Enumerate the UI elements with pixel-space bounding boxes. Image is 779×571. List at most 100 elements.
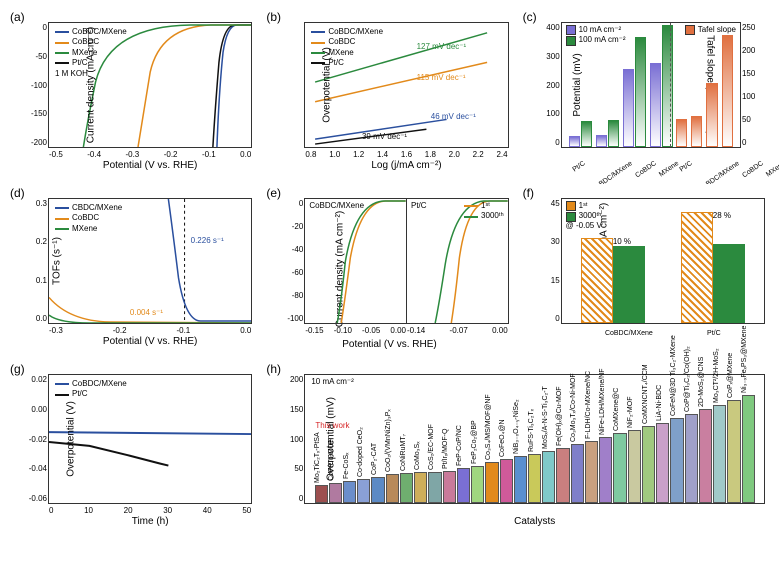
- catalyst-bar: CoS₂/EC-MOF: [428, 472, 441, 503]
- catalyst-bar: CoP@Ti₃C₂/Co(OH)₂: [685, 414, 698, 503]
- bar: [742, 395, 755, 503]
- catalyst-label: CoP/Co-MOF: [328, 438, 335, 480]
- bar: [386, 474, 399, 503]
- g-xticks: 01020304050: [49, 506, 251, 515]
- annotation: 39 mV dec⁻¹: [362, 132, 407, 141]
- e-svg-l: [305, 199, 406, 323]
- catalyst-bar: CoFeN@3D Ti₃C₂-MXene: [670, 418, 683, 503]
- panel-g-label: (g): [10, 362, 25, 376]
- bar-group: [650, 25, 673, 147]
- catalyst-bar: NiB₃₋ₓO₄₋ᵧ-NiSe₂: [514, 456, 527, 503]
- legend-row: CoBDC/MXene: [55, 379, 127, 389]
- tick: -0.2: [164, 150, 178, 159]
- bar: [542, 451, 555, 503]
- bar: [443, 471, 456, 503]
- legend-swatch-icon: [55, 62, 69, 64]
- plot-d: TOFs (s⁻¹) Potential (V vs. RHE) 0.30.20…: [48, 198, 252, 324]
- e-left-title: CoBDC/MXene: [309, 201, 364, 210]
- bar: [685, 414, 698, 503]
- tick: 30: [551, 237, 560, 246]
- tick: -0.10: [334, 326, 352, 335]
- catalyst-bar: CoMo₃Sₓ: [414, 472, 427, 503]
- f-bars: 10 %28 %: [578, 212, 748, 323]
- bar: [713, 244, 745, 323]
- bar: [670, 418, 683, 503]
- panel-d-label: (d): [10, 186, 25, 200]
- catalyst-label: Mo₃CT²/2H-MoS₂: [713, 348, 720, 403]
- catalyst-label: Co-doped CeO₂: [357, 427, 364, 477]
- legend-swatch-icon: [55, 383, 69, 385]
- catalyst-label: NiF₂-MOF: [627, 396, 634, 428]
- panel-b: (b) Overpotential (V) Log (j/mA cm⁻²) 0.…: [264, 8, 514, 178]
- bar: [613, 433, 626, 503]
- legend-swatch-icon: [55, 52, 69, 54]
- tick: 50: [742, 115, 751, 124]
- legend-row: CBDC/MXene: [55, 203, 122, 213]
- legend-row: 3000ᵗʰ: [464, 211, 504, 221]
- tick: 0.0: [240, 326, 251, 335]
- panel-g: (g) Overpotential (V) Time (h) 0.020.00-…: [8, 360, 258, 535]
- catalyst-bar: F-LDH/Co-MXene/NC: [585, 441, 598, 503]
- catalyst-bar: NiF₂-MOF: [628, 430, 641, 503]
- tick: -0.1: [176, 326, 190, 335]
- tick: -100: [31, 81, 47, 90]
- h-bars: Mo₂TiC₂Tₓ-PtSACoP/Co-MOFFe-CoSₓCo-doped …: [315, 395, 755, 503]
- catalyst-label: CoFeO₄@N: [499, 419, 506, 457]
- panel-c: (c) Potential (mV) Tafel slope (mV dec⁻¹…: [521, 8, 771, 178]
- bar: [628, 430, 641, 503]
- bar-group: 10 %: [581, 238, 645, 323]
- bar: [713, 405, 726, 503]
- tick: 50: [242, 506, 251, 515]
- catalyst-label: Ni₃₋ₓFeₓPS₃@MXene: [740, 326, 748, 393]
- tick: -50: [35, 52, 47, 61]
- h-xlabel: Catalysts: [514, 516, 555, 527]
- legend-label: CoBDC: [72, 213, 99, 223]
- e-right-title: Pt/C: [411, 201, 427, 210]
- a-xticks: -0.5-0.4-0.3-0.2-0.10.0: [49, 150, 251, 159]
- catalyst-bar: CoMXene@C: [613, 433, 626, 503]
- panel-h-label: (h): [266, 362, 281, 376]
- catalyst-bar: Co₃S₄/MS/MOF@NF: [485, 462, 498, 503]
- catalyst-label: CoMo₃Sₓ: [414, 441, 421, 470]
- legend-swatch-icon: [55, 31, 69, 33]
- tick: 100: [546, 109, 559, 118]
- tick: -100: [287, 314, 303, 323]
- tick: 150: [290, 405, 303, 414]
- legend-row: Pt/C: [311, 58, 383, 68]
- c-yticks-r: 250200150100500: [742, 23, 762, 147]
- tick: -20: [292, 222, 304, 231]
- plot-b: Overpotential (V) Log (j/mA cm⁻²) 0.81.0…: [304, 22, 508, 148]
- legend-label: MXene: [328, 48, 353, 58]
- a-legend: CoBDC/MXeneCoBDCMXenePt/C1 M KOH: [55, 27, 127, 79]
- tick: 200: [742, 46, 755, 55]
- f-cats: CoBDC/MXenePt/C: [578, 330, 748, 337]
- plot-c: Potential (mV) Tafel slope (mV dec⁻¹) 40…: [561, 22, 741, 148]
- cat-label: Pt/C: [707, 330, 721, 337]
- tick: 250: [742, 23, 755, 32]
- d-ylabel: TOFs (s⁻¹): [51, 237, 62, 285]
- catalyst-bar: Fe-CoSₓ: [343, 481, 356, 503]
- plot-e-right: Pt/C 1ˢᵗ3000ᵗʰ -0.14-0.070.00: [407, 198, 509, 324]
- tick: -0.05: [362, 326, 380, 335]
- e-xticks-l: -0.15-0.10-0.050.00: [305, 326, 406, 335]
- legend-label: 1ˢᵗ: [481, 201, 490, 211]
- figure-grid: (a) Current density (mA cm⁻²) Potential …: [8, 8, 771, 535]
- catalyst-label: NiFe-LDH/MXene/NF: [599, 368, 606, 435]
- legend-row: MXene: [311, 48, 383, 58]
- catalyst-bar: RuFS-Ti₃C₂Tₓ: [528, 454, 541, 503]
- panel-c-label: (c): [523, 10, 537, 24]
- bar: [414, 472, 427, 503]
- tick: 50: [294, 464, 303, 473]
- tick: 0.00: [31, 405, 47, 414]
- catalyst-label: CoFeN@3D Ti₃C₂-MXene: [670, 335, 677, 416]
- annotation: 46 mV dec⁻¹: [431, 112, 476, 121]
- legend-row: MXene: [55, 48, 127, 58]
- catalyst-label: CoO₂/(VMnNiZn)₃Pₓ: [385, 409, 392, 472]
- bar: [706, 83, 717, 147]
- catalyst-bar: Pt/Irₓ/MOF-Q: [443, 471, 456, 503]
- tick: 0: [299, 494, 303, 503]
- b-xlabel: Log (j/mA cm⁻²): [371, 160, 441, 171]
- catalyst-bar: CoMXNCNT₄/CCM: [642, 426, 655, 503]
- bar-group: [569, 121, 592, 147]
- legend-row: CoBDC: [55, 213, 122, 223]
